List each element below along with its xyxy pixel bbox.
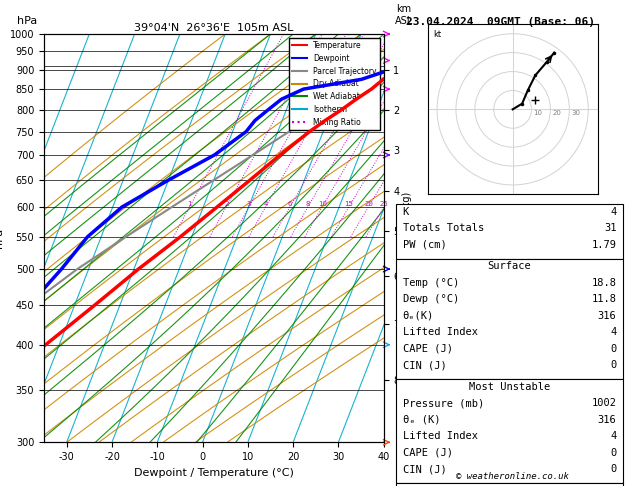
Text: CAPE (J): CAPE (J) xyxy=(403,448,452,458)
Text: Temp (°C): Temp (°C) xyxy=(403,278,459,288)
Text: 4: 4 xyxy=(610,431,616,441)
Text: CIN (J): CIN (J) xyxy=(403,464,447,474)
Text: 11.8: 11.8 xyxy=(591,294,616,304)
Text: θₑ (K): θₑ (K) xyxy=(403,415,440,425)
Text: Pressure (mb): Pressure (mb) xyxy=(403,398,484,408)
Text: 20: 20 xyxy=(552,110,561,116)
Text: 3: 3 xyxy=(247,201,252,207)
Text: 8: 8 xyxy=(306,201,310,207)
Text: Lifted Index: Lifted Index xyxy=(403,327,477,337)
Text: 4: 4 xyxy=(610,327,616,337)
Text: K: K xyxy=(403,207,409,217)
Text: 0: 0 xyxy=(610,464,616,474)
Text: 18.8: 18.8 xyxy=(591,278,616,288)
Text: © weatheronline.co.uk: © weatheronline.co.uk xyxy=(456,472,569,481)
Text: 31: 31 xyxy=(604,223,616,233)
Text: 30: 30 xyxy=(571,110,580,116)
Text: 25: 25 xyxy=(380,201,389,207)
Text: 10: 10 xyxy=(318,201,327,207)
Text: 316: 316 xyxy=(598,415,616,425)
Text: km
ASL: km ASL xyxy=(395,4,413,26)
Y-axis label: Mixing Ratio (g/kg): Mixing Ratio (g/kg) xyxy=(403,192,413,284)
Text: 0: 0 xyxy=(610,448,616,458)
Text: 6: 6 xyxy=(288,201,292,207)
Text: θₑ(K): θₑ(K) xyxy=(403,311,434,321)
Text: Dewp (°C): Dewp (°C) xyxy=(403,294,459,304)
Text: CAPE (J): CAPE (J) xyxy=(403,344,452,354)
Text: 2: 2 xyxy=(225,201,229,207)
X-axis label: Dewpoint / Temperature (°C): Dewpoint / Temperature (°C) xyxy=(134,468,294,478)
Text: 0: 0 xyxy=(610,360,616,370)
Text: PW (cm): PW (cm) xyxy=(403,240,447,250)
Text: hPa: hPa xyxy=(17,16,37,26)
Legend: Temperature, Dewpoint, Parcel Trajectory, Dry Adiabat, Wet Adiabat, Isotherm, Mi: Temperature, Dewpoint, Parcel Trajectory… xyxy=(289,38,380,130)
Text: 15: 15 xyxy=(345,201,353,207)
Y-axis label: hPa: hPa xyxy=(0,228,4,248)
Text: 4: 4 xyxy=(264,201,268,207)
Text: 4: 4 xyxy=(610,207,616,217)
Text: 20: 20 xyxy=(364,201,373,207)
Text: Totals Totals: Totals Totals xyxy=(403,223,484,233)
Text: 0: 0 xyxy=(610,344,616,354)
Text: 10: 10 xyxy=(533,110,542,116)
Text: Surface: Surface xyxy=(487,261,532,271)
Text: 23.04.2024  09GMT (Base: 06): 23.04.2024 09GMT (Base: 06) xyxy=(406,17,594,27)
Text: 1.79: 1.79 xyxy=(591,240,616,250)
Text: kt: kt xyxy=(433,30,442,39)
Text: Lifted Index: Lifted Index xyxy=(403,431,477,441)
Title: 39°04'N  26°36'E  105m ASL: 39°04'N 26°36'E 105m ASL xyxy=(134,23,294,33)
Text: 1002: 1002 xyxy=(591,398,616,408)
Text: CIN (J): CIN (J) xyxy=(403,360,447,370)
Text: Most Unstable: Most Unstable xyxy=(469,382,550,392)
Text: 1: 1 xyxy=(187,201,192,207)
Text: 316: 316 xyxy=(598,311,616,321)
